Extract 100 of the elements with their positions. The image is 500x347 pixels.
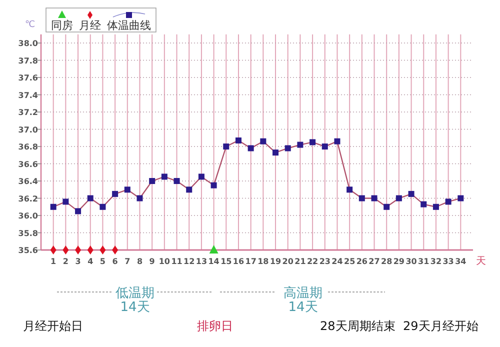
y-tick-label: 37.8 [18, 56, 38, 66]
text: 高温期 [284, 285, 322, 301]
point [346, 186, 353, 193]
point [112, 190, 118, 197]
point [260, 138, 266, 144]
x-tick-label: 11 [171, 257, 183, 266]
point [371, 195, 378, 202]
x-tick-label: 17 [245, 257, 256, 266]
x-tick-label: 24 [332, 257, 344, 266]
legend-label: 体温曲线 [107, 19, 151, 32]
point [235, 137, 242, 144]
text: 28天周期结束 [320, 319, 396, 333]
x-tick-label: 13 [196, 257, 208, 266]
x-tick-label: 9 [149, 257, 156, 266]
x-tick-label: 10 [158, 257, 170, 266]
point [408, 190, 414, 197]
point [174, 178, 180, 184]
x-tick-label: 19 [270, 257, 282, 266]
text: 排卵日 [197, 319, 233, 333]
y-tick-label: 37.4 [18, 90, 38, 100]
x-tick-label: 27 [368, 257, 380, 266]
x-tick-label: 4 [88, 257, 94, 266]
x-tick-label: 5 [100, 257, 106, 266]
x-tick-label: 28 [381, 257, 393, 266]
point [420, 201, 427, 208]
point [209, 245, 218, 254]
x-tick-label: 1 [50, 257, 57, 266]
point [248, 145, 254, 152]
point [384, 204, 390, 210]
x-tick-label: 8 [136, 257, 143, 266]
legend-label: 同房 [51, 19, 73, 32]
y-tick-label: 35.8 [18, 228, 38, 238]
x-tick-label: 26 [356, 257, 368, 266]
x-tick-label: 25 [344, 257, 356, 266]
y-tick-label: 35.6 [18, 246, 38, 255]
point [322, 144, 328, 150]
x-tick-label: 34 [455, 257, 467, 266]
point [310, 139, 316, 146]
point [186, 186, 192, 193]
point [284, 145, 291, 152]
point [100, 246, 106, 254]
y-tick-label: 36.4 [18, 177, 38, 186]
point [223, 144, 230, 150]
point [50, 204, 56, 210]
x-tick-label: 31 [418, 257, 430, 266]
point [334, 138, 340, 144]
x-tick-label: 6 [112, 257, 118, 266]
x-axis-title: 天 [476, 256, 486, 267]
y-tick-label: 36.8 [18, 142, 38, 152]
y-tick-label: 36.2 [18, 194, 38, 204]
point [198, 174, 204, 180]
point [124, 186, 130, 193]
point [87, 195, 94, 202]
text: 29天月经开始 [403, 319, 478, 333]
point [297, 142, 304, 148]
point [100, 204, 106, 210]
text: 14天 [120, 300, 150, 315]
point [62, 246, 69, 254]
text: 14天 [288, 300, 318, 315]
y-tick-label: 37.0 [18, 125, 38, 134]
y-tick-label: 37.6 [18, 74, 38, 83]
point [445, 198, 452, 205]
y-tick-label: 38.0 [18, 39, 38, 48]
point [87, 246, 94, 254]
x-tick-label: 18 [258, 257, 270, 266]
x-tick-label: 22 [306, 257, 318, 266]
x-tick-label: 23 [319, 257, 330, 266]
x-tick-label: 32 [430, 257, 442, 266]
text: 月经开始日 [23, 319, 83, 333]
legend-label: 月经 [79, 19, 101, 32]
x-tick-label: 14 [208, 257, 220, 266]
point [112, 246, 118, 254]
text: 低温期 [116, 286, 154, 301]
x-tick-label: 20 [282, 257, 294, 266]
x-tick-label: 30 [406, 257, 418, 266]
y-tick-label: 37.2 [18, 108, 38, 118]
point [272, 150, 279, 156]
y-axis-title: ℃ [24, 20, 36, 30]
x-tick-label: 7 [124, 257, 130, 266]
x-tick-label: 21 [294, 257, 306, 266]
x-tick-label: 16 [232, 257, 244, 266]
point [62, 198, 69, 205]
x-tick-label: 3 [75, 257, 81, 266]
x-tick-label: 2 [62, 257, 68, 266]
point [210, 182, 217, 188]
x-tick-label: 29 [393, 257, 405, 266]
x-tick-label: 15 [220, 257, 232, 266]
point [458, 195, 464, 202]
point [75, 208, 82, 214]
point [396, 195, 402, 202]
point [136, 195, 143, 202]
y-tick-label: 36.0 [18, 212, 38, 221]
x-tick-label: 33 [442, 257, 454, 266]
point [358, 195, 365, 202]
point [432, 204, 439, 210]
x-tick-label: 12 [184, 257, 195, 266]
point [50, 246, 56, 254]
y-tick-label: 36.6 [18, 160, 38, 169]
point [149, 178, 156, 184]
point [161, 174, 168, 180]
